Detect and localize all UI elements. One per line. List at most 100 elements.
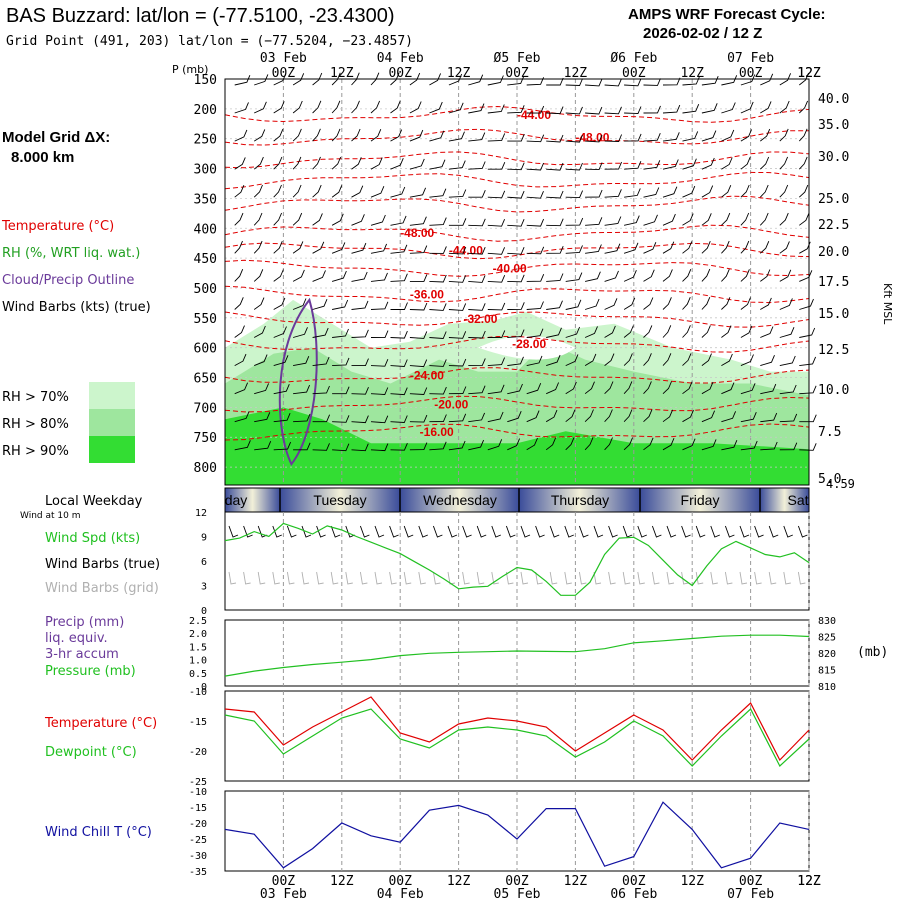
wind-barb xyxy=(487,330,506,338)
wind-barb xyxy=(468,412,486,423)
wind-barb xyxy=(331,213,344,226)
wind-barb xyxy=(273,241,283,254)
bottom-hour-label: 12Z xyxy=(680,874,704,889)
wind-barb xyxy=(409,359,428,368)
wind-barb xyxy=(662,104,681,114)
kft-tick-label: 15.0 xyxy=(818,307,849,322)
wind-barb xyxy=(546,218,564,227)
wind-barb xyxy=(565,272,583,282)
wind-barb xyxy=(662,159,679,170)
wind-barb xyxy=(409,158,425,170)
wind-barb xyxy=(429,73,442,86)
wind-barb xyxy=(409,245,428,254)
kft-tick-label: 17.5 xyxy=(818,275,849,290)
wind-barb xyxy=(643,133,661,142)
wind-barb xyxy=(351,443,369,452)
wind-barb xyxy=(585,78,603,87)
wind-barb xyxy=(429,159,446,170)
surface-wind-barb-grid xyxy=(257,571,266,585)
wind-barb xyxy=(740,129,753,142)
wind-barb xyxy=(624,133,642,142)
wind-barb xyxy=(526,301,544,310)
wind-barb xyxy=(740,412,757,423)
wind-barb xyxy=(293,384,311,395)
wind-barb xyxy=(623,409,633,423)
weekday-label: Friday xyxy=(681,492,720,508)
top-date-label: Ø5 Feb xyxy=(494,51,541,66)
wind-barb xyxy=(273,413,291,423)
top-hour-label: 00Z xyxy=(622,66,646,81)
wind-barb xyxy=(701,157,715,170)
temperature-contour-label: -40.00 xyxy=(493,261,527,275)
pressure-tick-label-right: 820 xyxy=(818,649,836,660)
wind-barb xyxy=(331,270,347,282)
wind-barb xyxy=(312,443,330,451)
wind-barb xyxy=(331,72,341,86)
wind-barb xyxy=(546,246,564,254)
wind-barb xyxy=(468,190,486,198)
wind-barb xyxy=(254,412,271,423)
panel-tick-label: -25 xyxy=(189,835,207,846)
wind-barb xyxy=(234,102,249,114)
panel-tick-label: -15 xyxy=(189,803,207,814)
wind-barb xyxy=(487,357,506,367)
temperature-contour xyxy=(224,128,809,146)
wind-barb xyxy=(234,157,246,170)
surface-wind-barb-grid xyxy=(549,571,558,585)
wind-barb xyxy=(370,387,389,395)
surface-wind-barb-grid xyxy=(608,571,616,585)
wind-barb xyxy=(701,185,714,198)
wind-barb xyxy=(682,325,691,338)
wind-barb xyxy=(390,330,408,339)
surface-wind-barb-grid xyxy=(564,571,572,585)
wind-barb xyxy=(409,387,428,395)
surface-wind-barb-grid xyxy=(637,571,645,585)
wind-barb xyxy=(662,186,678,198)
wind-barb xyxy=(759,212,769,226)
wind-barb xyxy=(682,104,700,114)
surface-wind-barb-grid xyxy=(651,571,660,585)
wind-barb xyxy=(332,443,350,452)
weekday-cell xyxy=(225,488,280,512)
wind-barb xyxy=(779,355,796,367)
surface-wind-barb-true xyxy=(476,525,487,538)
surface-wind-barb-grid xyxy=(345,571,353,585)
wind-barb xyxy=(292,212,303,226)
wind-barb xyxy=(662,353,672,366)
dewpoint-line xyxy=(224,708,810,767)
surface-wind-barb-true xyxy=(651,525,662,538)
pressure-tick-label: 250 xyxy=(194,133,217,148)
wind-barb xyxy=(487,302,506,311)
wind-barb xyxy=(390,415,408,423)
wind-barb xyxy=(390,100,401,114)
panel-tick-label: -20 xyxy=(189,819,207,830)
panel-tick-label: 2.5 xyxy=(189,616,207,627)
wind-barb xyxy=(740,184,750,198)
wind-barb xyxy=(507,438,521,451)
wind-barb xyxy=(292,128,302,142)
bottom-hour-label: 12Z xyxy=(447,874,471,889)
wind-barb xyxy=(643,105,661,114)
surface-wind-barb-grid xyxy=(243,571,251,585)
wind-barb xyxy=(370,415,389,424)
wind-barb xyxy=(253,212,263,226)
wind-barb xyxy=(565,299,582,310)
surface-wind-barb-grid xyxy=(535,571,543,585)
wind-barb xyxy=(292,241,304,254)
surface-wind-barb-true xyxy=(316,525,326,538)
surface-wind-barb-grid xyxy=(228,571,237,585)
wind-barb xyxy=(740,297,751,310)
temperature-contour xyxy=(224,395,810,413)
wind-barb xyxy=(254,354,268,367)
panel-tick-label: -30 xyxy=(189,851,207,862)
wind-barb xyxy=(507,219,525,227)
wind-barb xyxy=(312,128,321,142)
wind-barb xyxy=(429,101,443,114)
wind-barb xyxy=(526,274,545,282)
wind-barb xyxy=(254,441,272,451)
wind-barb xyxy=(740,269,750,282)
wind-barb xyxy=(351,329,369,338)
wind-barbs-grid-label: Wind Barbs (grid) xyxy=(45,581,159,596)
wind-barb xyxy=(643,409,653,423)
wind-barb xyxy=(292,327,308,338)
